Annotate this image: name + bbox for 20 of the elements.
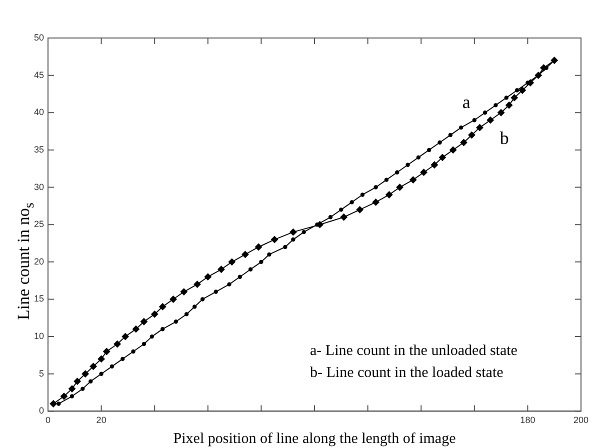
x-tick-label: 180: [520, 415, 536, 426]
annotation: b- Line count in the loaded state: [310, 364, 504, 383]
series-label: b: [500, 128, 509, 148]
y-tick-label: 20: [34, 256, 44, 266]
y-tick-label: 30: [34, 182, 44, 192]
y-tick-label: 45: [34, 70, 44, 80]
x-axis-title: Pixel position of line along the length of image: [173, 430, 456, 447]
y-tick-label: 5: [38, 368, 44, 378]
series-label: a: [462, 92, 470, 112]
y-tick-label: 25: [34, 219, 44, 230]
y-tick-label: 40: [34, 107, 44, 118]
x-tick-label: 20: [96, 415, 106, 426]
y-tick-label: 50: [34, 32, 44, 42]
y-tick-label: 35: [34, 144, 44, 154]
y-tick-label: 10: [34, 331, 44, 342]
annotation: a- Line count in the unloaded state: [310, 342, 518, 361]
x-tick-label: 200: [573, 415, 589, 426]
x-tick-label: 0: [46, 415, 51, 426]
y-tick-label: 15: [34, 294, 44, 304]
y-tick-label: 0: [38, 406, 44, 416]
